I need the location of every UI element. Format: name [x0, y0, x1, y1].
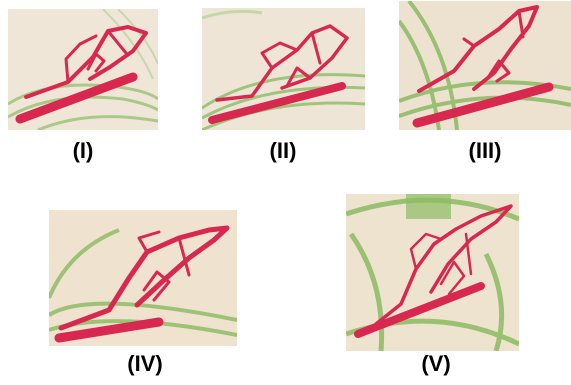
ink-mark-image — [346, 194, 519, 351]
panel-label-3: (III) — [468, 138, 502, 163]
stamp-panel-4 — [49, 210, 237, 346]
ink-mark-image — [202, 8, 365, 130]
stamp-panel-5 — [346, 194, 519, 351]
stamp-panel-3 — [399, 1, 571, 130]
stamp-panel-1 — [8, 9, 158, 130]
panel-label-4: (IV) — [127, 351, 163, 376]
ink-mark-image — [399, 1, 571, 130]
ink-mark-image — [8, 9, 158, 130]
panel-label-2: (II) — [269, 138, 297, 163]
panel-label-1: (I) — [72, 138, 94, 163]
ink-mark-image — [49, 210, 237, 346]
stamp-panel-2 — [202, 8, 365, 130]
panel-label-5: (V) — [421, 351, 451, 376]
